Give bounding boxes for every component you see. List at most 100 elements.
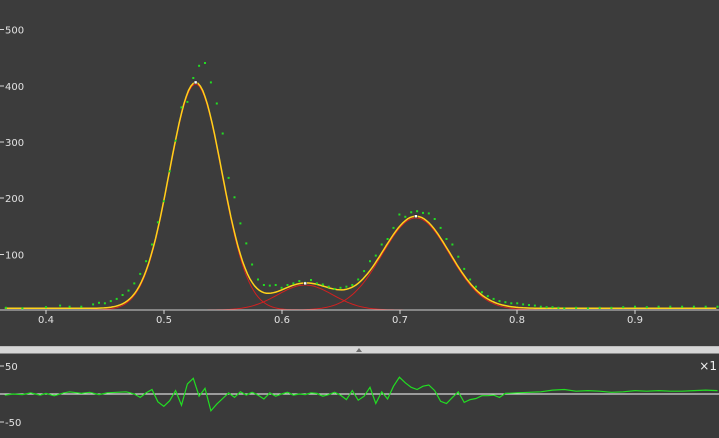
component-curve-1 — [91, 83, 299, 311]
data-point — [445, 238, 448, 240]
data-point — [315, 282, 318, 285]
x-tick: 0.4 — [38, 310, 54, 326]
data-point — [533, 304, 536, 307]
y-tick: 500 — [0, 26, 24, 37]
data-point — [528, 304, 530, 306]
data-point — [257, 278, 259, 281]
data-point — [416, 210, 419, 213]
data-point — [280, 286, 283, 289]
data-point — [563, 307, 566, 310]
data-point — [551, 306, 554, 309]
data-point — [59, 304, 62, 307]
data-point — [286, 284, 289, 286]
data-point — [192, 77, 195, 79]
component-curve-3 — [281, 217, 548, 311]
data-point — [109, 300, 112, 303]
component-curve-2 — [194, 284, 414, 311]
data-point — [174, 139, 177, 142]
data-point — [180, 106, 183, 109]
residual-y-tick: 50 — [0, 362, 18, 373]
data-point — [610, 306, 613, 309]
data-point — [215, 102, 218, 105]
data-point — [427, 212, 430, 215]
y-axis-ticks: 500 400 300 200 100 — [0, 26, 24, 262]
data-point — [463, 267, 466, 270]
data-point — [522, 303, 525, 306]
data-point — [68, 305, 71, 308]
data-point — [380, 243, 383, 246]
data-point — [45, 306, 47, 309]
x-tick: 0.5 — [156, 310, 172, 326]
x-tick: 0.7 — [392, 310, 408, 326]
data-point — [681, 305, 684, 308]
data-point — [292, 282, 295, 285]
data-points — [4, 62, 719, 310]
residual-plot[interactable]: 50 -50 ×1 — [0, 354, 719, 434]
x-axis-ticks: 0.4 0.5 0.6 0.7 0.8 0.9 — [38, 310, 643, 326]
data-point — [669, 305, 672, 308]
data-point — [598, 306, 601, 309]
data-point — [480, 291, 483, 294]
data-point — [498, 300, 501, 303]
fit-curves — [4, 81, 717, 311]
x-tick-label: 0.6 — [274, 315, 290, 326]
data-point — [127, 289, 130, 292]
x-tick-label: 0.4 — [38, 315, 54, 326]
peak-handle-1[interactable] — [193, 80, 198, 85]
data-point — [433, 218, 436, 220]
data-point — [469, 278, 472, 281]
data-point — [486, 295, 489, 298]
splitter-grip-icon — [356, 348, 362, 352]
data-point — [398, 213, 401, 216]
data-point — [363, 270, 366, 273]
y-tick: 400 — [0, 82, 24, 93]
residual-scale-label[interactable]: ×1 — [699, 359, 717, 373]
data-point — [422, 211, 424, 214]
data-point — [386, 238, 389, 240]
residual-y-axis-ticks: 50 -50 — [0, 362, 21, 429]
data-point — [133, 282, 136, 285]
plot-splitter-handle[interactable] — [0, 346, 719, 354]
data-point — [557, 306, 560, 309]
data-point — [539, 305, 542, 308]
main-plot[interactable]: 500 400 300 200 100 0.4 — [0, 0, 719, 346]
data-point — [4, 306, 7, 309]
residual-y-tick: -50 — [0, 418, 21, 429]
data-point — [634, 305, 636, 308]
peak-handle-2[interactable] — [303, 281, 307, 286]
data-point — [209, 81, 212, 84]
data-point — [351, 284, 354, 286]
data-point — [204, 62, 206, 64]
residual-line — [4, 376, 718, 413]
data-point — [504, 301, 507, 304]
data-point — [545, 306, 548, 309]
data-point — [139, 272, 142, 275]
peak-handle-3[interactable] — [414, 214, 418, 218]
x-tick-label: 0.9 — [627, 315, 643, 326]
y-tick: 300 — [0, 138, 24, 149]
y-tick-label: 200 — [5, 194, 24, 205]
data-point — [404, 215, 407, 218]
data-point — [357, 278, 360, 281]
data-point — [492, 297, 495, 300]
data-point — [392, 226, 395, 229]
data-point — [186, 100, 189, 103]
x-tick-label: 0.7 — [392, 315, 408, 326]
data-point — [198, 64, 201, 67]
data-point — [274, 284, 277, 286]
data-point — [586, 307, 589, 310]
data-point — [369, 260, 371, 263]
residual-curves — [0, 376, 719, 413]
data-point — [145, 260, 148, 263]
data-point — [439, 226, 442, 229]
y-tick: 100 — [0, 251, 24, 262]
data-point — [262, 284, 265, 286]
y-tick: 200 — [0, 194, 24, 205]
data-point — [692, 305, 695, 308]
residual-y-tick-label: 50 — [5, 362, 18, 373]
data-point — [716, 305, 719, 308]
data-point — [645, 306, 648, 309]
data-point — [162, 200, 165, 203]
x-tick: 0.6 — [274, 310, 290, 326]
x-tick: 0.8 — [509, 310, 525, 326]
